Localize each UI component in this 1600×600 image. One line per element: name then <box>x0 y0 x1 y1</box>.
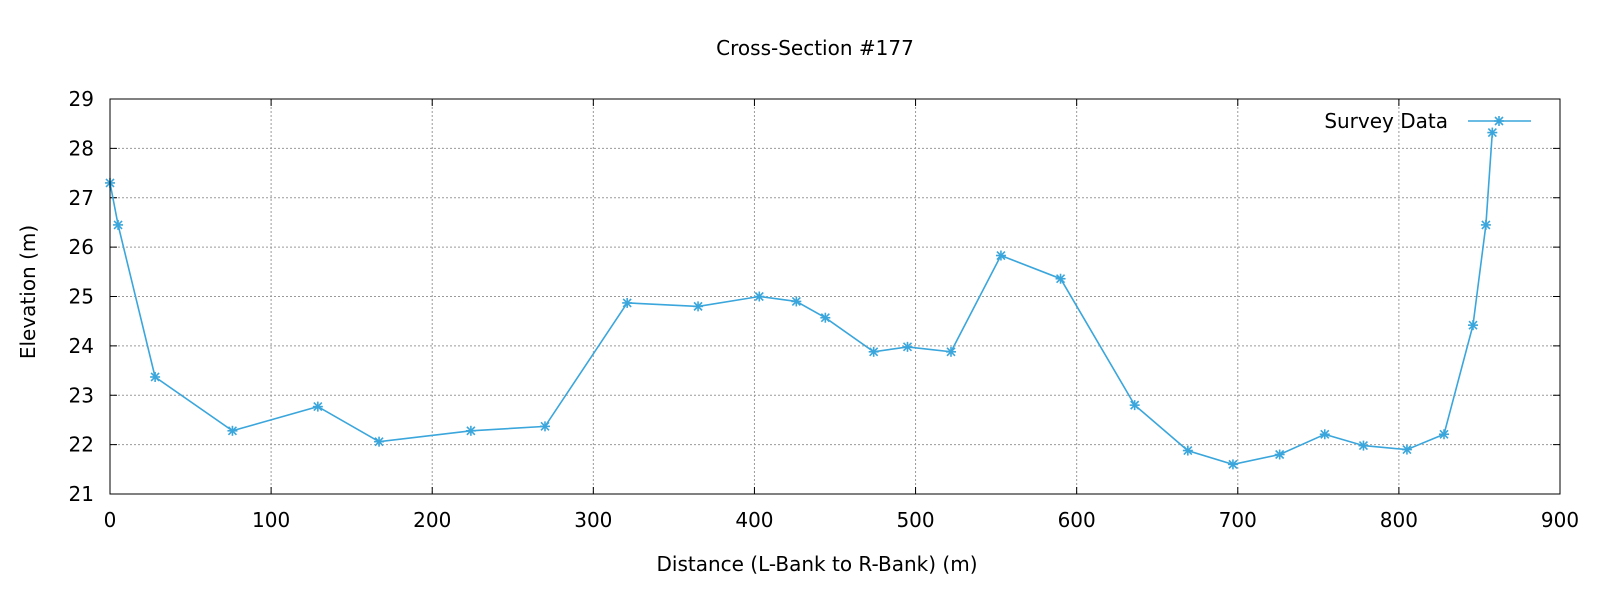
y-axis-label: Elevation (m) <box>16 225 40 359</box>
y-tick-label: 22 <box>69 433 94 457</box>
data-point <box>1055 273 1066 284</box>
chart-title: Cross-Section #177 <box>716 36 914 60</box>
axes: 0 100 200 300 400 500 600 700 800 900 21 22 23 24 25 26… <box>69 87 1580 532</box>
y-tick-label: 21 <box>69 482 94 506</box>
data-point <box>902 341 913 352</box>
y-tick-label: 23 <box>69 383 94 407</box>
legend-point <box>1494 116 1504 126</box>
x-tick-label: 800 <box>1380 508 1418 532</box>
data-point <box>995 250 1006 261</box>
data-point <box>1319 429 1330 440</box>
plot-frame <box>109 98 1561 495</box>
x-axis-label: Distance (L-Bank to R-Bank) (m) <box>656 552 977 576</box>
data-point <box>693 301 704 312</box>
data-point <box>113 219 124 230</box>
data-point <box>1480 219 1491 230</box>
y-tick-label: 26 <box>69 235 94 259</box>
data-point <box>791 296 802 307</box>
y-tick-label: 24 <box>69 334 94 358</box>
series-survey-data <box>105 127 1498 470</box>
data-point <box>1468 320 1478 331</box>
data-point <box>1274 449 1285 460</box>
data-point <box>1182 445 1193 456</box>
data-point <box>1487 127 1498 138</box>
data-point <box>312 401 323 412</box>
grid-lines <box>110 99 1560 494</box>
data-point <box>227 425 238 436</box>
y-tick-label: 27 <box>69 186 94 210</box>
x-tick-label: 100 <box>252 508 290 532</box>
data-point <box>1358 440 1369 451</box>
x-tick-label: 700 <box>1219 508 1257 532</box>
legend: Survey Data <box>1324 109 1531 133</box>
data-point <box>1439 429 1449 440</box>
data-point <box>1129 400 1140 411</box>
x-tick-label: 500 <box>896 508 934 532</box>
legend-label: Survey Data <box>1324 109 1448 133</box>
data-point <box>374 436 385 447</box>
x-tick-label: 300 <box>574 508 612 532</box>
y-tick-label: 29 <box>69 87 94 111</box>
series-line <box>109 132 1494 466</box>
data-point <box>622 297 633 308</box>
x-tick-label: 900 <box>1541 508 1579 532</box>
data-point <box>820 312 831 323</box>
x-tick-label: 0 <box>104 508 117 532</box>
y-tick-label: 25 <box>69 285 94 309</box>
data-point <box>1401 444 1412 455</box>
data-point <box>150 371 161 382</box>
x-tick-label: 200 <box>413 508 451 532</box>
data-point <box>465 425 476 436</box>
data-point <box>868 346 879 357</box>
x-tick-label: 600 <box>1058 508 1096 532</box>
x-tick-label: 400 <box>735 508 773 532</box>
data-point <box>1227 459 1238 470</box>
y-tick-label: 28 <box>69 136 94 160</box>
data-point <box>754 291 765 302</box>
data-point <box>540 421 550 432</box>
data-point <box>946 346 956 357</box>
legend-marker <box>1494 116 1504 126</box>
